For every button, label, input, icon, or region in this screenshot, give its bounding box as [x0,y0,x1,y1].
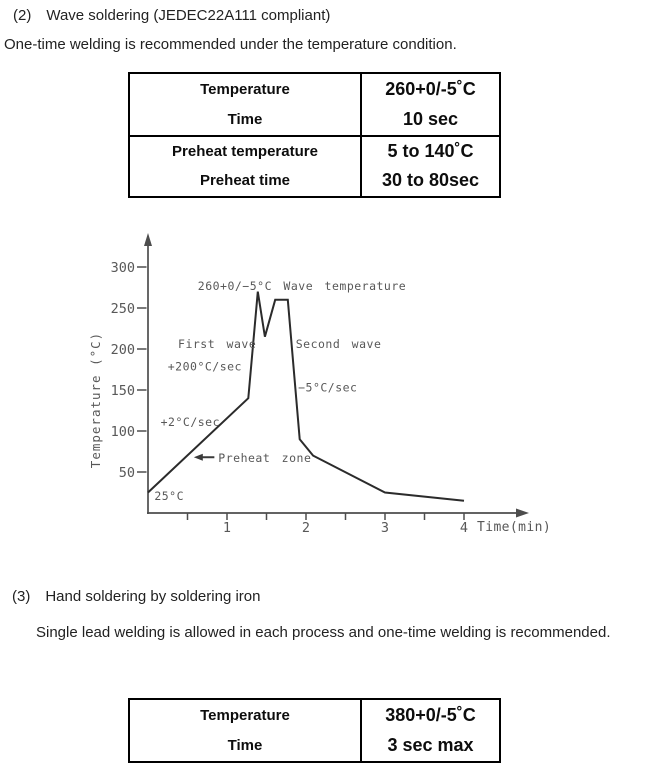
preheat-zone-label: Preheat zone [218,451,311,465]
start-temperature-label: 25°C [154,489,184,503]
table-cell-value: 380+0/-5˚C [385,704,476,725]
y-tick-label: 250 [111,301,135,317]
cooling-rate-label: −5°C/sec [298,381,357,395]
chart-canvas: 50 100 150 200 250 300 1 2 3 4 Time(min) Temperatur… [88,233,551,536]
table-cell-label: Temperature [130,74,362,105]
x-axis-title: Time(min) [477,520,551,535]
section-2-intro: One-time welding is recommended under th… [4,36,457,53]
section-3-intro: Single lead welding is allowed in each p… [36,624,611,641]
y-tick-label: 50 [119,465,135,481]
table-cell-value: 260+0/-5˚C [385,78,476,99]
x-tick-label: 1 [223,520,231,536]
y-axis-arrow-icon [144,233,152,246]
table-cell-label: Time [130,730,362,761]
section-2-heading: (2) Wave soldering (JEDEC22A111 complian… [13,6,330,25]
y-axis-title: Temperature (°C) [88,332,103,468]
x-tick-label: 3 [381,520,389,536]
x-tick-label: 4 [460,520,468,536]
table-cell-value: 3 sec max [387,735,474,756]
hand-soldering-table: Temperature 380+0/-5˚C Time 3 sec max [128,698,501,763]
first-wave-label: First wave [178,337,256,351]
table-cell-label: Preheat temperature [130,135,362,166]
wave-soldering-temperature-chart: 50 100 150 200 250 300 1 2 3 4 Time(min) Temperatur… [60,228,560,545]
table-cell-value: 30 to 80sec [381,170,480,191]
section-2-title: Wave soldering (JEDEC22A111 compliant) [46,7,331,24]
y-tick-label: 200 [111,342,135,358]
second-wave-label: Second wave [296,337,382,351]
x-axis-arrow-icon [516,508,529,518]
table-cell-label: Time [130,104,362,135]
y-tick-label: 300 [111,260,135,276]
temperature-profile-line [147,291,465,502]
first-wave-rate-label: +200°C/sec [168,359,242,373]
y-tick-label: 100 [111,424,135,440]
table-cell-label: Temperature [130,700,362,731]
preheat-rate-label: +2°C/sec [161,415,220,429]
section-3-title: Hand soldering by soldering iron [45,588,261,605]
x-tick-label: 2 [302,520,310,536]
wave-soldering-table: Temperature 260+0/-5˚C Time 10 sec Prehe… [128,72,501,198]
section-3-heading: (3) Hand soldering by soldering iron [12,587,260,606]
table-cell-value: 10 sec [402,109,459,130]
table-cell-label: Preheat time [130,165,362,196]
section-3-number: (3) [12,588,31,605]
preheat-arrow-icon [193,453,203,461]
table-cell-value: 5 to 140˚C [362,135,499,166]
section-2-number: (2) [13,7,32,24]
wave-temperature-label: 260+0/−5°C Wave temperature [198,279,406,293]
y-tick-label: 150 [111,383,135,399]
